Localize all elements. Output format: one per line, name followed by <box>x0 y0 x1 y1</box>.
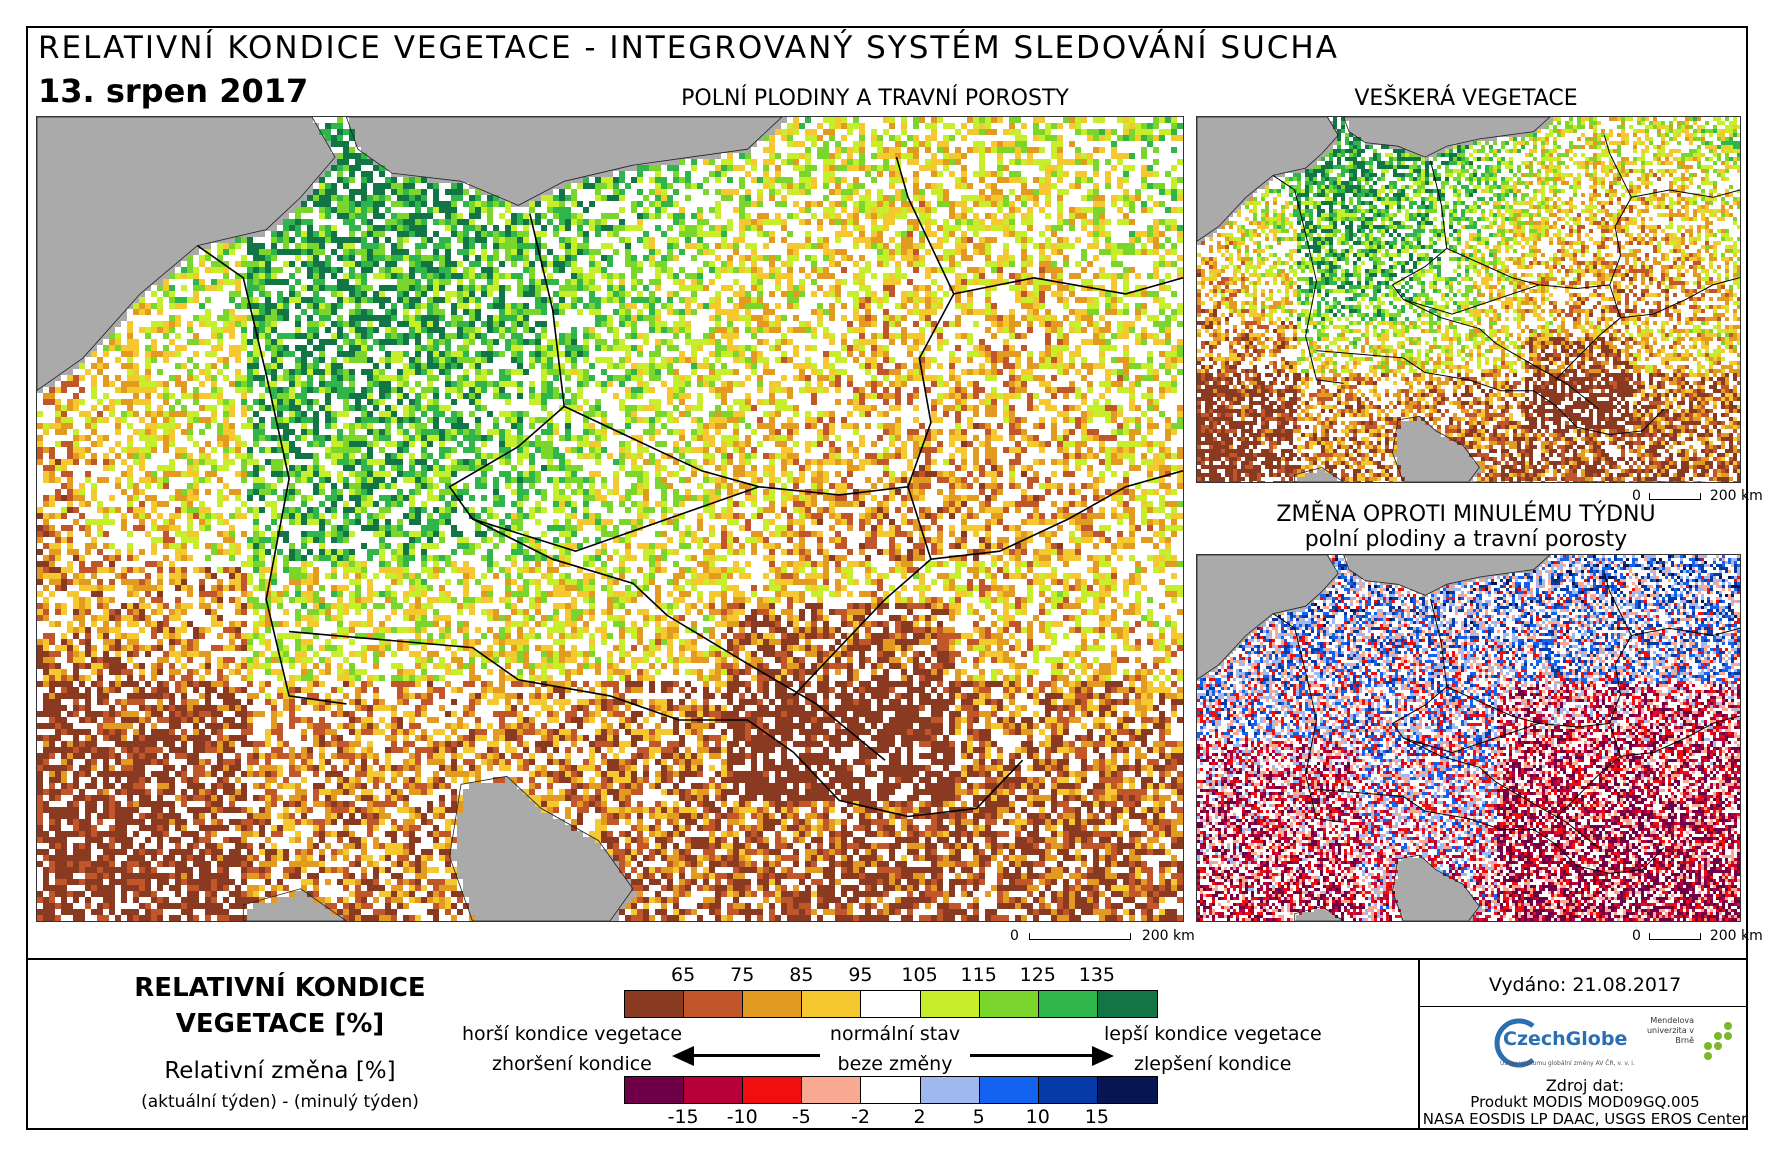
change-swatch <box>625 1077 684 1103</box>
condition-tick-label: 115 <box>961 964 997 986</box>
condition-color-scale <box>624 990 1158 1018</box>
change-legend-title: Relativní změna [%] <box>130 1058 430 1084</box>
condition-tick-label: 95 <box>848 964 872 986</box>
condition-tick-label: 125 <box>1020 964 1056 986</box>
all-vegetation-caption: VEŠKERÁ VEGETACE <box>1196 86 1736 111</box>
change-map-caption: ZMĚNA OPROTI MINULÉMU TÝDNU polní plodin… <box>1196 502 1736 552</box>
better-condition-label: lepší kondice vegetace <box>1104 1023 1322 1045</box>
improvement-label: zlepšení kondice <box>1134 1053 1291 1075</box>
change-tick-label: -15 <box>668 1106 699 1128</box>
left-arrow-line <box>690 1054 820 1057</box>
left-arrow-head <box>672 1046 694 1066</box>
weekly-change-canvas <box>1197 555 1740 921</box>
change-color-scale <box>624 1076 1158 1104</box>
condition-tick-label: 85 <box>789 964 813 986</box>
change-tick-label: 2 <box>914 1106 926 1128</box>
change-swatch <box>1039 1077 1098 1103</box>
legend-title: RELATIVNÍ KONDICE VEGETACE [%] <box>130 970 430 1042</box>
change-tick-label: 15 <box>1085 1106 1109 1128</box>
right-arrow-head <box>1092 1046 1114 1066</box>
czechglobe-logo-text: CzechGlobe <box>1503 1028 1627 1050</box>
main-scale-bar: 0 200 km <box>1010 928 1195 944</box>
change-tick-label: -10 <box>727 1106 758 1128</box>
all-vegetation-map <box>1196 116 1741 483</box>
condition-swatch <box>980 991 1039 1017</box>
source-line2: NASA EOSDIS LP DAAC, USGS EROS Center <box>1422 1110 1748 1128</box>
worse-condition-label: horší kondice vegetace <box>462 1023 682 1045</box>
figure-date: 13. srpen 2017 <box>38 72 308 110</box>
change-swatch <box>980 1077 1039 1103</box>
main-map-canvas <box>37 117 1183 921</box>
mendel-logo-icon <box>1698 1020 1738 1066</box>
chg-scale-zero: 0 <box>1632 928 1641 944</box>
czechglobe-logo-subtext: Ústav výzkumu globální změny AV ČR, v. v… <box>1500 1060 1635 1067</box>
source-line1: Produkt MODIS MOD09GQ.005 <box>1422 1093 1748 1111</box>
change-tick-label: -5 <box>792 1106 811 1128</box>
main-scale-km: 200 km <box>1142 928 1195 944</box>
condition-swatch <box>743 991 802 1017</box>
change-swatch <box>861 1077 920 1103</box>
condition-tick-label: 105 <box>901 964 937 986</box>
change-caption-line1: ZMĚNA OPROTI MINULÉMU TÝDNU <box>1196 502 1736 527</box>
condition-swatch <box>802 991 861 1017</box>
right-arrow-line <box>970 1054 1094 1057</box>
change-swatch <box>684 1077 743 1103</box>
legend-divider <box>1418 958 1420 1130</box>
condition-tick-label: 135 <box>1079 964 1115 986</box>
deterioration-label: zhoršení kondice <box>492 1053 652 1075</box>
condition-swatch <box>684 991 743 1017</box>
veg-scale-line <box>1649 493 1701 500</box>
normal-state-label: normální stav <box>820 1023 970 1045</box>
change-swatch <box>743 1077 802 1103</box>
change-caption-line2: polní plodiny a travní porosty <box>1196 527 1736 552</box>
chg-scale-line <box>1649 933 1701 940</box>
mendel-logo-text: Mendelova univerzita v Brně <box>1642 1016 1694 1046</box>
condition-swatch <box>1098 991 1157 1017</box>
change-legend-subtitle: (aktuální týden) - (minulý týden) <box>110 1092 450 1112</box>
main-map-caption: POLNÍ PLODINY A TRAVNÍ POROSTY <box>580 86 1170 111</box>
no-change-label: beze změny <box>820 1053 970 1075</box>
change-swatch <box>1098 1077 1157 1103</box>
change-tick-label: 10 <box>1026 1106 1050 1128</box>
condition-tick-label: 65 <box>671 964 695 986</box>
condition-swatch <box>861 991 920 1017</box>
main-scale-line <box>1029 933 1131 940</box>
condition-swatch <box>921 991 980 1017</box>
condition-swatch <box>625 991 684 1017</box>
legend-title-line2: VEGETACE [%] <box>130 1006 430 1042</box>
change-scale-bar: 0 200 km <box>1632 928 1763 944</box>
issued-divider <box>1420 1006 1748 1007</box>
change-tick-label: -2 <box>851 1106 870 1128</box>
issued-date: Vydáno: 21.08.2017 <box>1422 974 1748 996</box>
all-vegetation-canvas <box>1197 117 1740 482</box>
condition-swatch <box>1039 991 1098 1017</box>
change-swatch <box>921 1077 980 1103</box>
change-tick-label: 5 <box>973 1106 985 1128</box>
main-condition-map <box>36 116 1184 922</box>
main-scale-zero: 0 <box>1010 928 1019 944</box>
legend-title-line1: RELATIVNÍ KONDICE <box>130 970 430 1006</box>
change-swatch <box>802 1077 861 1103</box>
chg-scale-km: 200 km <box>1710 928 1763 944</box>
condition-tick-label: 75 <box>730 964 754 986</box>
figure-title: RELATIVNÍ KONDICE VEGETACE - INTEGROVANÝ… <box>38 30 1339 66</box>
weekly-change-map <box>1196 554 1741 922</box>
